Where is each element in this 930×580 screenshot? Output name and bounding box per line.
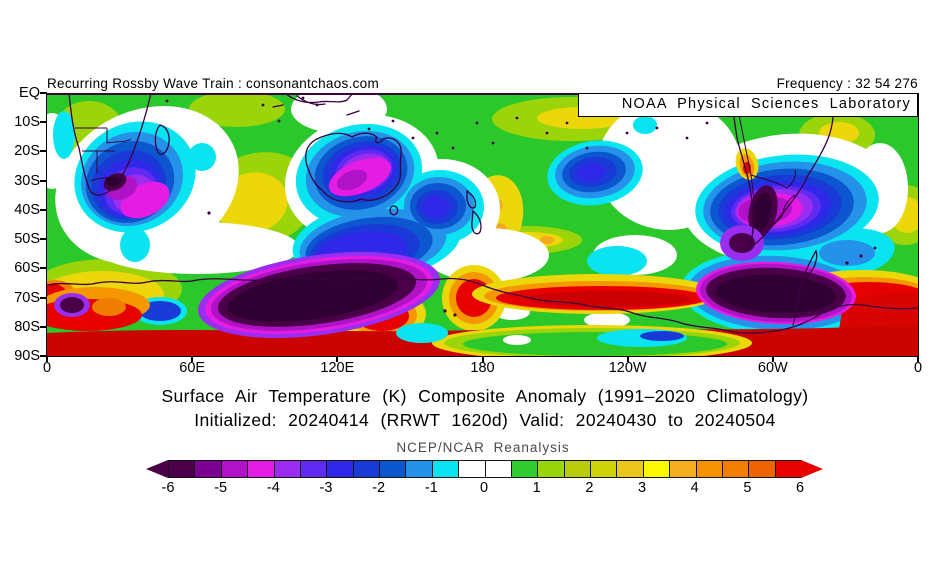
y-axis-line: [46, 93, 47, 356]
y-tick-label: 50S: [14, 231, 40, 248]
colorbar-tick-label: -3: [319, 480, 333, 496]
colorbar-tick-label: 0: [479, 480, 489, 496]
y-tick-label: 30S: [14, 172, 40, 189]
colorbar-segment: [220, 461, 248, 477]
colorbar-segment: [563, 461, 590, 477]
colorbar-tick-label: -6: [161, 480, 175, 496]
colorbar-segment: [352, 461, 379, 477]
colorbar-segment: [431, 461, 459, 477]
colorbar-segment: [537, 461, 564, 477]
colorbar-segment: [326, 461, 353, 477]
x-tick-mark: [626, 356, 629, 362]
colorbar-segment: [695, 461, 722, 477]
x-tick-label: 120W: [608, 360, 647, 376]
colorbar-tick-label: 3: [637, 480, 647, 496]
colorbar-segment: [379, 461, 406, 477]
colorbar-segment: [194, 461, 221, 477]
y-tick-label: 60S: [14, 260, 40, 277]
colorbar-segment: [590, 461, 617, 477]
colorbar-tick-label: 2: [585, 480, 594, 496]
island-specks: [165, 96, 877, 317]
x-tick-label: 120E: [320, 360, 355, 376]
noaa-psl-label-box: NOAA Physical Sciences Laboratory: [578, 93, 918, 117]
colorbar-tick-label: -4: [266, 480, 280, 496]
x-tick-label: 0: [42, 360, 52, 376]
colorbar-tick-label: 1: [532, 480, 541, 496]
colorbar-segment: [616, 461, 643, 477]
chart-subtitle: Initialized: 20240414 (RRWT 1620d) Valid…: [194, 410, 776, 430]
y-tick-label: 20S: [14, 143, 40, 160]
x-tick-mark: [771, 356, 774, 362]
frequency-note: Frequency : 32 54 276: [776, 76, 918, 91]
x-tick-label: 180: [470, 360, 495, 376]
colorbar-segment: [510, 461, 538, 477]
colorbar-segment: [774, 461, 801, 477]
colorbar-tick-label: -1: [424, 480, 438, 496]
colorbar-segment: [247, 461, 274, 477]
colorbar-segment: [669, 461, 696, 477]
y-tick-label: 70S: [14, 289, 40, 306]
chart-title: Surface Air Temperature (K) Composite An…: [161, 386, 809, 406]
y-tick-label: 80S: [14, 318, 40, 335]
y-tick-mark: [40, 179, 47, 182]
y-tick-label: 40S: [14, 201, 40, 218]
y-tick-mark: [40, 325, 47, 328]
anomaly-map: [47, 93, 918, 356]
country-borders: [75, 114, 796, 234]
colorbar-segment: [484, 461, 511, 477]
colorbar-segment: [405, 461, 432, 477]
y-tick-mark: [40, 208, 47, 211]
y-tick-mark: [40, 150, 47, 153]
y-tick-label: EQ: [19, 85, 40, 101]
y-tick-label: 10S: [14, 114, 40, 131]
plot-source-note: Recurring Rossby Wave Train : consonantc…: [47, 76, 380, 91]
x-tick-mark: [336, 356, 339, 362]
colorbar-segment: [299, 461, 327, 477]
y-tick-label: 90S: [14, 347, 40, 364]
y-tick-mark: [40, 267, 47, 270]
colorbar-right-arrow: [801, 460, 823, 478]
colorbar-left-arrow: [146, 460, 168, 478]
colorbar-tick-label: 4: [690, 480, 699, 496]
colorbar-segment: [273, 461, 300, 477]
coastlines: [47, 93, 918, 334]
colorbar-tick-label: -2: [372, 480, 386, 496]
colorbar-tick-label: -5: [214, 480, 228, 496]
y-tick-mark: [40, 296, 47, 299]
x-tick-mark: [46, 356, 48, 362]
colorbar-segment: [748, 461, 775, 477]
y-tick-mark: [40, 92, 47, 94]
colorbar-tick-label: 5: [743, 480, 752, 496]
x-tick-mark: [191, 356, 194, 362]
title-block: Surface Air Temperature (K) Composite An…: [40, 386, 930, 431]
anomaly-map-svg: [47, 93, 918, 356]
y-tick-mark: [40, 354, 47, 357]
colorbar-segment: [642, 461, 670, 477]
colorbar: [168, 460, 802, 478]
x-tick-mark: [481, 356, 484, 362]
colorbar-segment: [169, 461, 195, 477]
x-tick-label: 0: [913, 360, 923, 376]
y-tick-mark: [40, 238, 47, 241]
x-tick-label: 60W: [757, 360, 788, 376]
colorbar-segment: [721, 461, 749, 477]
y-tick-mark: [40, 121, 47, 124]
colorbar-title: NCEP/NCAR Reanalysis: [396, 440, 570, 455]
colorbar-tick-label: 6: [795, 480, 805, 496]
colorbar-segment: [458, 461, 485, 477]
x-tick-label: 60E: [179, 360, 206, 376]
map-right-border: [918, 93, 919, 356]
x-tick-mark: [917, 356, 920, 362]
